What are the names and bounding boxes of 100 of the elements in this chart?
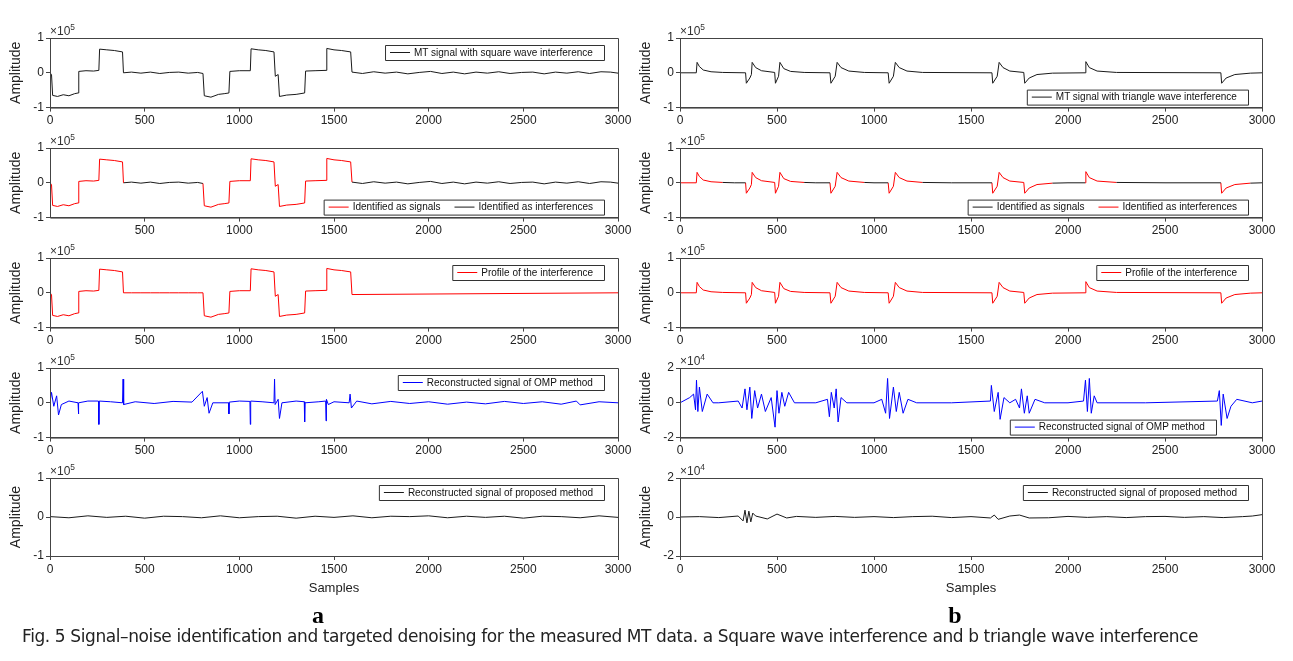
x-tick-label: 2500: [1151, 223, 1179, 238]
y-axis-title: Amplitude: [637, 261, 654, 324]
y-tick-label: 0: [667, 65, 675, 80]
x-axis-title: Samples: [945, 579, 997, 595]
x-tick-label: 1500: [320, 443, 348, 458]
x-tick-label: 1000: [860, 223, 888, 238]
x-tick-label: 1500: [320, 561, 348, 576]
y-tick-label: -1: [33, 548, 45, 563]
legend-label: Identified as signals: [996, 201, 1085, 213]
legend-label: Reconstructed signal of OMP method: [426, 376, 593, 388]
legend-label: MT signal with square wave interference: [414, 46, 594, 58]
legend-label: Profile of the interference: [1125, 266, 1238, 278]
x-tick-label: 1500: [957, 113, 985, 128]
x-tick-label: 1000: [225, 561, 253, 576]
y-tick-label: 1: [37, 360, 45, 375]
legend-label: Identified as signals: [352, 201, 441, 213]
y-axis-title: Amplitude: [7, 485, 24, 549]
x-tick-label: 2000: [415, 561, 443, 576]
x-tick-label: 500: [766, 113, 788, 128]
x-axis-title: Samples: [308, 579, 360, 595]
x-tick-label: 1000: [860, 443, 888, 458]
x-tick-label: 1500: [320, 333, 348, 348]
y-axis-title: Amplitude: [637, 151, 654, 214]
y-tick-label: 0: [37, 285, 45, 300]
text: b: [947, 602, 963, 628]
x-tick-label: 2000: [1054, 113, 1082, 128]
x-tick-label: 3000: [604, 561, 632, 576]
y-tick-label: -1: [33, 99, 45, 114]
x-tick-label: 1000: [860, 333, 888, 348]
legend-label: Identified as interferences: [478, 201, 593, 213]
y-tick-label: 2: [667, 360, 675, 375]
y-tick-label: 1: [37, 470, 45, 485]
x-tick-label: 500: [766, 561, 788, 576]
x-tick-label: 500: [134, 333, 155, 348]
x-tick-label: 2000: [415, 443, 443, 458]
y-tick-label: -1: [33, 429, 45, 444]
y-tick-label: -1: [663, 209, 675, 224]
x-tick-label: 500: [766, 333, 788, 348]
x-tick-label: 2500: [509, 113, 537, 128]
y-axis-title: Amplitude: [637, 485, 654, 549]
y-axis-title: Amplitude: [7, 261, 24, 324]
y-tick-label: 2: [667, 470, 675, 485]
x-tick-label: 3000: [604, 333, 632, 348]
legend-label: Identified as interferences: [1122, 201, 1237, 213]
x-tick-label: 500: [134, 443, 155, 458]
y-tick-label: 1: [37, 140, 45, 155]
legend-label: Reconstructed signal of proposed method: [407, 486, 594, 498]
y-tick-label: 0: [37, 65, 45, 80]
x-tick-label: 2000: [1054, 443, 1082, 458]
legend-label: Reconstructed signal of OMP method: [1038, 421, 1205, 433]
y-tick-label: 1: [667, 30, 675, 45]
y-tick-label: -1: [33, 319, 45, 334]
x-tick-label: 2500: [1151, 443, 1179, 458]
x-tick-label: 2000: [1054, 561, 1082, 576]
y-tick-label: 0: [37, 509, 45, 524]
x-tick-label: 1000: [225, 443, 253, 458]
x-tick-label: 1500: [320, 223, 348, 238]
x-tick-label: 2000: [415, 223, 443, 238]
x-tick-label: 2500: [509, 561, 537, 576]
x-tick-label: 500: [766, 223, 788, 238]
x-tick-label: 1000: [225, 333, 253, 348]
y-axis-title: Amplitude: [7, 371, 24, 434]
y-tick-label: 1: [667, 250, 675, 265]
caption: Fig. 5 Signal–noise identification and targeted denoising for the measured MT data. a Square wave interference and b triangle wave interference: [22, 626, 1199, 646]
x-tick-label: 3000: [1248, 223, 1276, 238]
y-tick-label: 0: [37, 395, 45, 410]
legend-label: MT signal with triangle wave interference: [1055, 91, 1238, 103]
x-tick-label: 2500: [509, 443, 537, 458]
x-tick-label: 2000: [415, 333, 443, 348]
y-tick-label: -1: [663, 319, 675, 334]
x-tick-label: 2500: [509, 333, 537, 348]
x-tick-label: 2000: [1054, 223, 1082, 238]
x-tick-label: 3000: [604, 443, 632, 458]
y-tick-label: -1: [663, 99, 675, 114]
x-tick-label: 2500: [509, 223, 537, 238]
y-tick-label: -2: [663, 548, 675, 563]
x-tick-label: 2500: [1151, 561, 1179, 576]
x-tick-label: 500: [134, 223, 155, 238]
x-tick-label: 1000: [225, 223, 253, 238]
x-tick-label: 1500: [320, 113, 348, 128]
x-tick-label: 1500: [957, 561, 985, 576]
x-tick-label: 3000: [604, 113, 632, 128]
y-tick-label: 1: [37, 250, 45, 265]
legend-label: Profile of the interference: [481, 266, 594, 278]
y-axis-title: Amplitude: [637, 41, 654, 104]
y-tick-label: 0: [37, 175, 45, 190]
x-tick-label: 3000: [604, 223, 632, 238]
y-tick-label: 1: [667, 140, 675, 155]
x-tick-label: 1000: [860, 561, 888, 576]
x-tick-label: 2500: [1151, 113, 1179, 128]
legend-label: Reconstructed signal of proposed method: [1051, 486, 1238, 498]
y-tick-label: 0: [667, 175, 675, 190]
text: a: [311, 602, 325, 628]
x-tick-label: 2000: [415, 113, 443, 128]
y-tick-label: -2: [663, 429, 675, 444]
x-tick-label: 3000: [1248, 113, 1276, 128]
x-tick-label: 2000: [1054, 333, 1082, 348]
y-tick-label: 0: [667, 509, 675, 524]
y-tick-label: 0: [667, 395, 675, 410]
y-tick-label: 1: [37, 30, 45, 45]
